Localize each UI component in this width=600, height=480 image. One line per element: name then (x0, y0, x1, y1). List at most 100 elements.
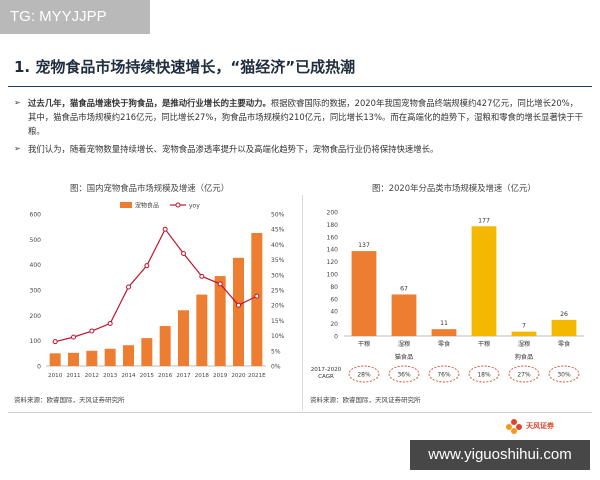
y-tick-label: 0 (37, 364, 41, 371)
y-tick-label: 100 (327, 272, 339, 279)
cagr-circle (388, 365, 420, 383)
y2-tick-label: 5% (271, 348, 281, 355)
cagr-value: 28% (357, 372, 371, 379)
legend-bar-swatch (120, 202, 132, 208)
chart-1-source: 资料来源：欧睿国际，天风证券研究所 (14, 396, 125, 404)
y2-tick-label: 50% (271, 212, 285, 219)
title-divider (8, 86, 592, 87)
bar (351, 251, 377, 336)
watermark: www.yiguoshihui.com (410, 440, 590, 470)
bar (86, 350, 98, 366)
cagr-value: 27% (517, 372, 531, 379)
cagr-circle (548, 365, 580, 383)
y-tick-label: 60 (330, 296, 338, 303)
cagr-value: 76% (437, 372, 451, 379)
tag-label: TG: MYYJJPP (0, 0, 150, 34)
y-tick-label: 300 (30, 288, 42, 295)
chart-1-title: 图：国内宠物食品市场规模及增速（亿元） (70, 183, 230, 193)
legend-line-marker (175, 202, 181, 208)
bar (159, 325, 171, 366)
cagr-label: CAGR (318, 374, 334, 380)
y-tick-label: 40 (330, 309, 338, 316)
y-tick-label: 0 (334, 334, 338, 341)
bar (511, 331, 537, 336)
data-label: 11 (440, 320, 448, 327)
y-tick-label: 600 (30, 212, 42, 219)
data-label: 137 (358, 242, 370, 249)
cagr-circle (348, 365, 380, 383)
chart-2-source: 资料来源：欧睿国际，天风证券研究所 (310, 396, 421, 404)
cagr-label: 2017-2020 (311, 367, 342, 373)
y2-tick-label: 25% (271, 288, 285, 295)
footer-divider (8, 412, 592, 413)
y2-tick-label: 10% (271, 333, 285, 340)
group-label: 猫食品 (395, 353, 414, 361)
bar (251, 233, 263, 366)
y2-tick-label: 20% (271, 303, 285, 310)
yoy-point (107, 320, 113, 326)
bar (214, 276, 226, 366)
y-tick-label: 180 (327, 222, 339, 229)
y2-tick-label: 45% (271, 227, 285, 234)
yoy-point (52, 339, 58, 345)
cagr-value: 18% (477, 372, 491, 379)
yoy-line (55, 228, 258, 343)
y2-tick-label: 30% (271, 272, 285, 279)
y-tick-label: 200 (30, 313, 42, 320)
cagr-value: 36% (397, 372, 411, 379)
bar (431, 329, 457, 336)
x-tick-label: 2021E (248, 373, 266, 379)
data-label: 67 (400, 285, 408, 292)
legend-line-label: yoy (189, 203, 200, 210)
cagr-circle (468, 365, 500, 383)
chart-divider (302, 195, 303, 410)
y-tick-label: 400 (30, 262, 42, 269)
bar (141, 338, 153, 366)
y-tick-label: 120 (327, 259, 339, 266)
bar (391, 294, 417, 336)
yoy-point (199, 273, 205, 279)
x-tick-label: 2018 (195, 373, 210, 379)
yoy-point (236, 302, 241, 308)
x-tick-label: 湿粮 (398, 340, 410, 348)
x-tick-label: 2015 (140, 373, 155, 379)
page-title: 1. 宠物食品市场持续快速增长，“猫经济”已成热潮 (14, 58, 356, 76)
x-tick-label: 2020 (231, 373, 246, 379)
bar (471, 226, 497, 336)
bar (551, 319, 577, 336)
bar (104, 348, 116, 366)
yoy-point (144, 263, 150, 269)
x-tick-label: 零食 (438, 340, 451, 348)
bullet-bold-text: 过去几年，猫食品增速快于狗食品，是推动行业增长的主要动力。 (28, 98, 271, 108)
y2-tick-label: 35% (271, 257, 285, 264)
yoy-point (71, 334, 76, 340)
yoy-point (162, 226, 168, 232)
yoy-point (217, 281, 223, 287)
x-tick-label: 2017 (176, 373, 191, 379)
logo-text: 天风证券 (526, 422, 554, 430)
x-tick-label: 2014 (121, 373, 136, 379)
group-label: 狗食品 (515, 353, 534, 361)
yoy-point (89, 328, 95, 334)
y-tick-label: 500 (30, 237, 42, 244)
y-tick-label: 100 (30, 338, 42, 345)
x-tick-label: 湿粮 (518, 340, 530, 348)
market-size-chart: 0 100 200 300 400 500 600 0% 5% 10% 15% 20% 25% 30% 35… (30, 202, 285, 380)
flower-logo-icon (506, 419, 522, 434)
legend-bar-label: 宠物食品 (135, 202, 159, 210)
chart-2-title: 图：2020年分品类市场规模及增速（亿元） (372, 183, 536, 193)
cagr-circle (508, 365, 540, 383)
data-label: 26 (560, 311, 568, 318)
cagr-circle (428, 365, 460, 383)
yoy-point (181, 251, 186, 257)
bar (123, 345, 134, 366)
x-tick-label: 2013 (103, 373, 118, 379)
brand-logo: 天风证券 (505, 418, 554, 434)
x-tick-label: 零食 (558, 340, 571, 348)
y2-tick-label: 15% (271, 318, 285, 325)
data-label: 177 (478, 217, 490, 224)
y-tick-label: 20 (330, 321, 338, 328)
x-tick-label: 2016 (158, 373, 173, 379)
x-tick-label: 2012 (85, 373, 99, 379)
bullet-text: 根据欧睿国际的数据，2020年我国宠物食品终端规模约427亿元，同比增长20%，… (28, 98, 583, 136)
